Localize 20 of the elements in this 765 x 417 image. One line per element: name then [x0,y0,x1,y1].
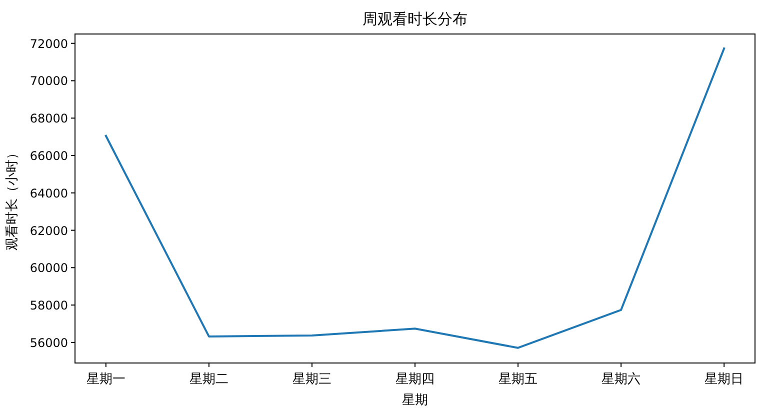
x-tick-label: 星期日 [704,372,744,387]
x-tick-label: 星期五 [498,372,538,387]
line-series [104,47,726,349]
x-tick-label: 星期二 [189,372,228,387]
x-tick-label: 星期三 [292,372,332,387]
x-axis-title: 星期 [402,393,428,408]
y-tick-label: 70000 [30,74,68,88]
y-tick-label: 66000 [30,149,68,164]
x-tick-label: 星期一 [86,372,126,387]
y-tick-label: 72000 [30,36,68,51]
y-tick-label: 60000 [30,261,68,276]
y-tick-label: 58000 [30,298,68,313]
y-tick-label: 68000 [30,112,68,126]
x-tick-label: 星期四 [396,372,434,387]
y-tick-label: 64000 [30,186,68,200]
y-tick-label: 56000 [30,336,68,350]
y-tick-label: 62000 [30,224,68,238]
chart-title: 周观看时长分布 [362,10,468,28]
y-axis-title: 观看时长（小时） [5,146,20,250]
x-tick-label: 星期六 [602,372,641,387]
